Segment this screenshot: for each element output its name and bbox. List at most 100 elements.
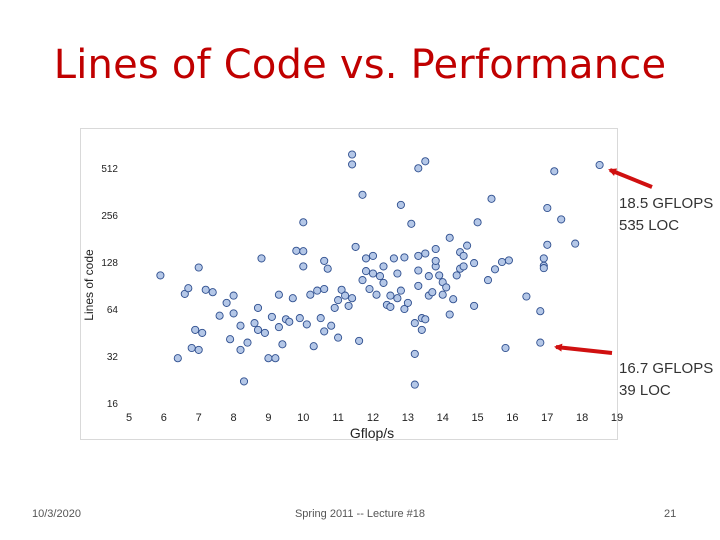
data-point	[184, 284, 193, 293]
data-point	[348, 294, 357, 303]
data-point	[452, 271, 461, 280]
data-point	[372, 290, 381, 299]
footer-lecture: Spring 2011 -- Lecture #18	[294, 508, 426, 520]
data-point	[156, 271, 165, 280]
data-point	[320, 284, 329, 294]
data-point	[438, 290, 447, 299]
data-point	[344, 301, 353, 310]
data-point	[428, 288, 437, 297]
data-point	[267, 312, 276, 321]
data-point	[539, 254, 548, 263]
x-tick-label: 15	[471, 412, 483, 424]
x-tick-label: 11	[332, 412, 343, 424]
data-point	[445, 233, 454, 242]
data-point	[222, 298, 231, 307]
data-point	[393, 294, 402, 303]
data-point	[264, 354, 273, 363]
data-point	[536, 338, 545, 347]
x-tick-label: 10	[297, 412, 309, 424]
data-point	[483, 276, 493, 285]
data-point	[414, 266, 423, 275]
y-tick-label: 128	[101, 258, 118, 269]
data-point	[316, 314, 325, 323]
data-point	[403, 298, 412, 307]
data-point	[536, 307, 545, 316]
data-point	[187, 343, 196, 353]
chart-area	[80, 128, 618, 440]
data-point	[236, 321, 245, 330]
data-point	[571, 239, 580, 248]
data-point	[410, 319, 419, 328]
data-point	[379, 262, 388, 271]
data-point	[389, 254, 398, 263]
data-point	[431, 256, 440, 265]
data-point	[348, 150, 357, 159]
data-point	[361, 267, 371, 276]
annotation-top-loc: 535 LOC	[619, 217, 680, 234]
x-tick-label: 6	[161, 412, 167, 424]
y-tick-label: 512	[101, 164, 118, 175]
x-tick-label: 18	[576, 412, 588, 424]
data-point	[337, 285, 346, 294]
y-axis-label: Lines of code	[82, 249, 96, 321]
data-point	[313, 286, 322, 295]
data-point	[239, 377, 249, 386]
data-point	[543, 240, 552, 249]
x-tick-label: 5	[126, 412, 132, 424]
data-point	[414, 164, 423, 173]
data-point	[299, 247, 308, 256]
annotation-arrow-bottom	[554, 343, 613, 355]
data-point	[368, 251, 378, 260]
data-point	[348, 160, 357, 169]
x-tick-label: 19	[611, 412, 623, 424]
y-tick-label: 64	[107, 305, 119, 316]
data-point	[421, 157, 430, 166]
data-point	[396, 200, 405, 209]
annotation-bottom-loc: 39 LOC	[619, 382, 671, 399]
data-point	[341, 291, 350, 300]
data-point	[497, 257, 507, 267]
data-point	[368, 269, 378, 278]
data-point	[226, 335, 235, 344]
data-point	[260, 328, 269, 337]
data-point	[435, 271, 444, 280]
data-point	[358, 276, 367, 285]
data-point	[320, 256, 329, 265]
slide-title: Lines of Code vs. Performance	[53, 42, 667, 88]
data-point	[208, 288, 217, 297]
data-point	[236, 345, 245, 354]
data-point	[191, 325, 200, 334]
data-point	[442, 283, 451, 292]
data-point	[327, 321, 336, 330]
data-point	[302, 320, 311, 329]
data-point	[396, 286, 405, 295]
data-point	[393, 269, 402, 278]
y-tick-label: 32	[107, 352, 119, 363]
data-point	[361, 254, 371, 263]
data-point	[330, 303, 339, 312]
y-tick-label: 256	[101, 211, 118, 222]
x-tick-label: 13	[402, 412, 414, 424]
data-point	[285, 317, 294, 326]
data-point	[386, 302, 395, 311]
data-point	[501, 343, 510, 353]
data-point	[229, 291, 238, 300]
data-point	[250, 319, 259, 328]
data-point	[445, 310, 454, 319]
data-point	[410, 380, 419, 389]
data-point	[274, 323, 283, 332]
data-point	[410, 349, 419, 358]
data-point	[323, 264, 332, 273]
data-point	[271, 354, 280, 363]
x-axis-label: Gflop/s	[350, 425, 394, 441]
data-point	[459, 262, 468, 271]
data-point	[257, 254, 266, 263]
x-tick-label: 12	[367, 412, 379, 424]
data-point	[309, 342, 318, 351]
footer-date: 10/3/2020	[32, 508, 81, 520]
data-point	[194, 345, 203, 354]
data-point	[299, 218, 308, 227]
data-point	[320, 327, 329, 336]
data-point	[470, 301, 479, 310]
data-point	[539, 264, 548, 273]
